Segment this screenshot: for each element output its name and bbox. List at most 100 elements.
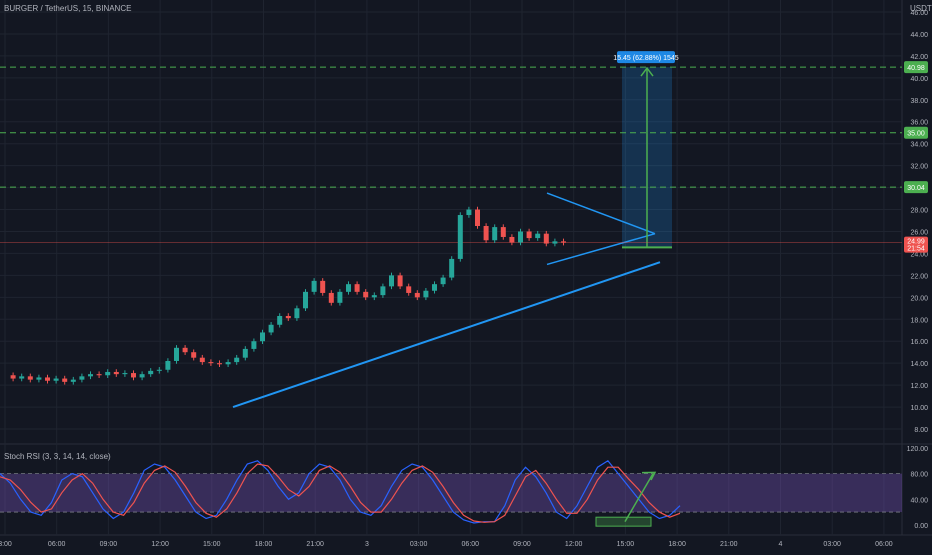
candle-body (217, 363, 222, 365)
x-tick-label: 18:00 (255, 541, 273, 548)
candle-body (397, 275, 403, 287)
candle-body (414, 292, 420, 298)
y-tick-label: 8.00 (914, 427, 928, 434)
candle-body (432, 284, 437, 291)
candle-body (165, 360, 171, 370)
y-tick-label: 20.00 (910, 295, 928, 302)
candle-body (88, 374, 93, 377)
candle-body (406, 286, 412, 293)
y-tick-label: 26.00 (910, 229, 928, 236)
candle-body (268, 324, 274, 333)
candle-body (543, 233, 549, 244)
y-tick-label: 10.00 (910, 405, 928, 412)
candle-body (311, 280, 317, 292)
candle-body (303, 291, 308, 309)
x-tick-label: 21:00 (720, 541, 738, 548)
triangle-upper-line (546, 192, 656, 235)
candle-body (45, 377, 50, 381)
y-tick-label: 46.00 (910, 10, 928, 17)
rsi-y-tick-label: 120.00 (907, 446, 929, 453)
candle-body (354, 284, 360, 292)
x-tick-label: 15:00 (617, 541, 635, 548)
y-tick-label: 22.00 (910, 273, 928, 280)
candle-body (371, 295, 377, 298)
candle-body (156, 369, 162, 371)
candle-body (277, 315, 283, 325)
candle-body (492, 227, 498, 241)
candle-body (234, 357, 240, 363)
stoch-rsi-d-line (0, 463, 681, 523)
candle-body (199, 357, 205, 363)
y-tick-label: 12.00 (910, 383, 928, 390)
candle-body (337, 291, 343, 303)
rsi-arrow-shaft (624, 473, 654, 523)
candle-body (96, 374, 102, 376)
candle-body (36, 377, 42, 380)
candle-body (552, 241, 558, 244)
candle-body (509, 236, 515, 243)
candle-body (10, 375, 16, 379)
currency-label: USDT (910, 4, 932, 13)
y-tick-label: 40.00 (910, 76, 928, 83)
y-tick-label: 18.00 (910, 317, 928, 324)
x-tick-label: 4 (779, 541, 783, 548)
price-level-label: 35.00 (907, 131, 925, 138)
price-level-tag (904, 61, 928, 74)
candle-body (105, 371, 111, 376)
last-price-label: 21:54 (907, 246, 925, 253)
candle-body (423, 290, 429, 298)
rsi-y-tick-label: 0.00 (914, 523, 928, 530)
triangle-lower-line (546, 232, 656, 266)
candle-body (260, 332, 265, 342)
candle-body (139, 374, 145, 378)
candle-body (182, 347, 188, 353)
candle-body (53, 378, 59, 381)
stoch-rsi-k-line (0, 460, 681, 524)
candle-body (346, 284, 351, 292)
candle-body (457, 215, 463, 259)
candle-body (449, 258, 455, 278)
candle-body (174, 347, 179, 361)
x-tick-label: 18:00 (668, 541, 686, 548)
candle-body (328, 292, 334, 303)
x-tick-label: 12:00 (151, 541, 169, 548)
candle-body (242, 348, 248, 358)
x-tick-label: 03:00 (823, 541, 841, 548)
candle-body (113, 371, 119, 375)
candle-body (208, 362, 214, 364)
price-level-tag (904, 181, 928, 194)
y-tick-label: 32.00 (910, 164, 928, 171)
candle-body (148, 370, 154, 375)
candle-body (79, 376, 85, 380)
symbol-header: BURGER / TetherUS, 15, BINANCE (4, 4, 132, 13)
support-trendline (232, 261, 661, 409)
candle-body (389, 275, 394, 287)
x-tick-label: 21:00 (306, 541, 324, 548)
candle-body (526, 231, 532, 239)
candle-body (285, 315, 291, 319)
candle-body (191, 352, 197, 358)
candle-body (500, 227, 506, 237)
x-tick-label: 3:00 (0, 541, 12, 548)
candle-body (62, 378, 68, 382)
x-tick-label: 3 (365, 541, 369, 548)
stoch-rsi-header: Stoch RSI (3, 3, 14, 14, close) (4, 452, 111, 461)
x-tick-label: 12:00 (565, 541, 583, 548)
candle-body (70, 379, 76, 382)
candle-body (19, 376, 25, 379)
x-tick-label: 03:00 (410, 541, 428, 548)
candle-body (122, 373, 128, 375)
projection-label-box (617, 51, 675, 64)
rsi-y-tick-label: 40.00 (910, 497, 928, 504)
last-price-label: 24.99 (907, 239, 925, 246)
y-tick-label: 42.00 (910, 54, 928, 61)
x-tick-label: 06:00 (875, 541, 893, 548)
y-tick-label: 36.00 (910, 120, 928, 127)
y-tick-label: 24.00 (910, 251, 928, 258)
y-tick-label: 16.00 (910, 339, 928, 346)
y-tick-label: 44.00 (910, 32, 928, 39)
candle-body (518, 231, 523, 243)
candle-body (131, 373, 136, 378)
y-tick-label: 28.00 (910, 208, 928, 215)
price-level-label: 30.04 (907, 185, 925, 192)
